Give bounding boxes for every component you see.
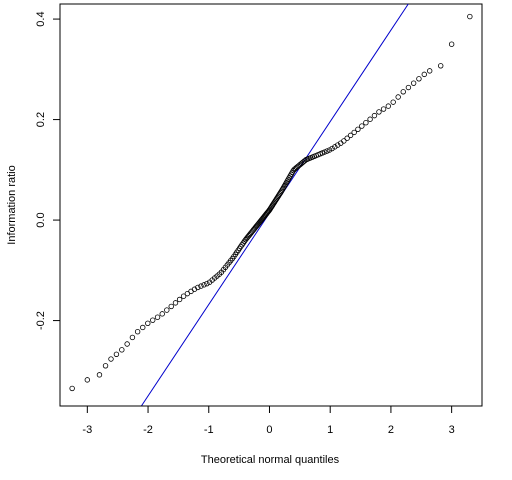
data-point xyxy=(351,129,357,136)
data-point xyxy=(410,80,417,86)
data-point xyxy=(400,89,406,95)
data-point xyxy=(195,284,201,291)
data-point xyxy=(108,356,114,362)
data-point xyxy=(367,116,373,122)
data-point xyxy=(329,145,335,152)
data-point xyxy=(145,320,151,327)
data-point xyxy=(201,282,207,288)
x-axis: -3 -2 -1 0 1 2 3 xyxy=(82,405,455,436)
x-tick-label: -3 xyxy=(82,424,92,436)
data-point xyxy=(113,351,120,357)
data-point xyxy=(176,296,183,303)
y-axis: -0.2 0.0 0.2 0.4 xyxy=(35,11,61,330)
data-point xyxy=(164,307,170,313)
data-point xyxy=(150,317,156,323)
data-point xyxy=(321,149,328,155)
data-point xyxy=(198,283,204,289)
y-tick-label: 0.0 xyxy=(35,212,47,227)
data-point xyxy=(395,94,401,100)
y-axis-label: Information ratio xyxy=(6,165,18,244)
data-point xyxy=(371,112,378,119)
x-tick-label: -2 xyxy=(143,424,153,436)
data-point xyxy=(347,132,354,139)
data-point xyxy=(355,126,361,132)
data-point xyxy=(438,63,444,69)
data-point xyxy=(69,385,75,392)
x-tick-label: 2 xyxy=(388,424,394,436)
data-point xyxy=(159,311,165,317)
data-point xyxy=(124,341,130,347)
data-point xyxy=(416,76,422,82)
data-point xyxy=(134,329,141,335)
x-tick-label: 3 xyxy=(449,424,455,436)
data-point xyxy=(363,120,369,126)
data-point xyxy=(326,147,333,153)
x-axis-label: Theoretical normal quantiles xyxy=(201,454,340,466)
x-tick-label: -1 xyxy=(204,424,214,436)
points-layer xyxy=(69,13,473,392)
plot-region xyxy=(59,3,483,407)
data-point xyxy=(385,103,392,109)
y-tick-label: 0.4 xyxy=(35,11,47,26)
data-point xyxy=(96,372,103,378)
data-point xyxy=(448,41,455,47)
data-point xyxy=(119,347,125,353)
data-point xyxy=(277,189,284,196)
data-point xyxy=(168,303,174,310)
data-point xyxy=(390,99,396,105)
data-point xyxy=(129,334,136,341)
data-point xyxy=(341,138,347,144)
data-point xyxy=(180,293,187,299)
y-tick-label: -0.2 xyxy=(35,311,47,330)
data-point xyxy=(359,123,365,129)
data-point xyxy=(204,280,210,287)
data-point xyxy=(332,144,338,150)
data-point xyxy=(324,148,330,154)
data-point xyxy=(84,377,91,383)
data-point xyxy=(405,84,412,91)
x-tick-label: 1 xyxy=(327,424,333,436)
data-point xyxy=(467,13,473,20)
data-point xyxy=(154,314,161,320)
data-point xyxy=(344,135,350,141)
data-point xyxy=(421,71,427,78)
data-point xyxy=(380,106,387,112)
data-point xyxy=(172,300,179,306)
data-point xyxy=(376,109,382,115)
data-point xyxy=(426,68,433,74)
data-point xyxy=(140,324,146,331)
x-tick-label: 0 xyxy=(266,424,272,436)
y-tick-label: 0.2 xyxy=(35,112,47,127)
data-point xyxy=(102,363,109,369)
